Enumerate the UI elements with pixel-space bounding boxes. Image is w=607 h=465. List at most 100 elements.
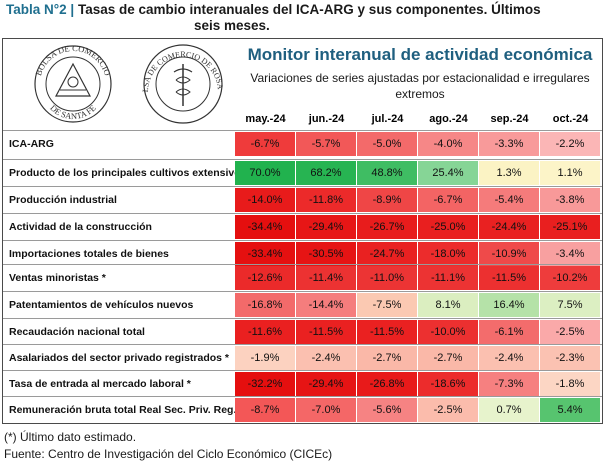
value-cell: -1.8%	[540, 372, 600, 396]
indicator-label: Recaudación nacional total	[9, 326, 145, 338]
table-row: Producción industrial -14.0% -11.8% -8.9% -6…	[3, 186, 602, 212]
value-cell: -11.5%	[357, 320, 417, 344]
row-divider	[3, 159, 602, 160]
value-cell: -3.4%	[540, 242, 600, 266]
value-cell: -25.1%	[540, 215, 600, 239]
value-cell: 0.7%	[479, 398, 539, 422]
row-divider	[3, 396, 602, 397]
value-cell: -4.0%	[418, 132, 478, 156]
value-cell: -24.7%	[357, 242, 417, 266]
value-cell: 48.8%	[357, 161, 417, 185]
value-cell: -8.7%	[235, 398, 295, 422]
value-cell: -11.4%	[296, 266, 356, 290]
santa-fe-seal-top-text: BOLSA DE COMERCIO	[33, 44, 113, 77]
monitor-subtitle-line1: Variaciones de series ajustadas por esta…	[250, 71, 590, 85]
indicator-label: Tasa de entrada al mercado laboral *	[9, 378, 191, 390]
month-header: jun.-24	[308, 113, 345, 125]
value-cell: -7.0%	[296, 398, 356, 422]
value-cell: -29.4%	[296, 372, 356, 396]
value-cell: -5.6%	[357, 398, 417, 422]
value-cell: -29.4%	[296, 215, 356, 239]
value-cell: -5.7%	[296, 132, 356, 156]
table-row: Patentamientos de vehículos nuevos -16.8%…	[3, 291, 602, 317]
value-cell: -11.6%	[235, 320, 295, 344]
source-note: Fuente: Centro de Investigación del Cicl…	[4, 447, 333, 461]
table-row: Tasa de entrada al mercado laboral * -32.…	[3, 370, 602, 396]
indicator-label: Importaciones totales de bienes	[9, 248, 169, 260]
value-cell: -2.3%	[540, 346, 600, 370]
indicator-label: Actividad de la construcción	[9, 221, 152, 233]
santa-fe-seal-logo: BOLSA DE COMERCIO DE SANTA FE	[33, 44, 113, 123]
value-cell: -34.4%	[235, 215, 295, 239]
value-cell: -6.7%	[235, 132, 295, 156]
value-cell: -2.7%	[418, 346, 478, 370]
monitor-title: Monitor interanual de actividad económic…	[247, 45, 593, 64]
value-cell: -11.0%	[357, 266, 417, 290]
value-cell: -10.2%	[540, 266, 600, 290]
row-divider	[3, 318, 602, 319]
value-cell: -7.3%	[479, 372, 539, 396]
row-divider	[3, 186, 602, 187]
value-cell: -2.5%	[540, 320, 600, 344]
indicator-label: Asalariados del sector privado registrad…	[9, 352, 229, 364]
table-row: Ventas minoristas * -12.6% -11.4% -11.0% -11…	[3, 264, 602, 290]
row-divider	[3, 264, 602, 265]
table-title-line2: seis meses.	[194, 18, 270, 33]
value-cell: -12.6%	[235, 266, 295, 290]
table-row: ICA-ARG -6.7% -5.7% -5.0% -4.0% -3.3% -2.2%	[3, 130, 602, 156]
value-cell: -14.0%	[235, 188, 295, 212]
monitor-subtitle: Variaciones de series ajustadas por esta…	[240, 70, 600, 102]
value-cell: 16.4%	[479, 293, 539, 317]
footnote: (*) Último dato estimado.	[4, 430, 137, 444]
value-cell: -24.4%	[479, 215, 539, 239]
table-row: Producto de los principales cultivos ext…	[3, 159, 602, 185]
value-cell: -8.9%	[357, 188, 417, 212]
value-cell: -3.8%	[540, 188, 600, 212]
value-cell: -3.3%	[479, 132, 539, 156]
row-divider	[3, 370, 602, 371]
value-cell: -10.0%	[418, 320, 478, 344]
table-row: Asalariados del sector privado registrad…	[3, 344, 602, 370]
value-cell: -33.4%	[235, 242, 295, 266]
value-cell: -32.2%	[235, 372, 295, 396]
month-header: sep.-24	[490, 113, 529, 125]
value-cell: -2.5%	[418, 398, 478, 422]
row-divider	[3, 291, 602, 292]
rosario-seal-logo: BOLSA DE COMERCIO DE ROSARIO	[134, 44, 225, 124]
table-title-line1: Tasas de cambio interanuales del ICA-ARG…	[77, 2, 541, 17]
month-header: jul.-24	[371, 113, 404, 125]
value-cell: -10.9%	[479, 242, 539, 266]
value-cell: 1.1%	[540, 161, 600, 185]
value-cell: -6.7%	[418, 188, 478, 212]
row-divider	[3, 240, 602, 241]
value-cell: -25.0%	[418, 215, 478, 239]
value-cell: -5.4%	[479, 188, 539, 212]
table-row: Actividad de la construcción -34.4% -29.4%…	[3, 213, 602, 239]
month-header: oct.-24	[552, 113, 589, 125]
value-cell: 8.1%	[418, 293, 478, 317]
value-cell: 1.3%	[479, 161, 539, 185]
value-cell: -18.6%	[418, 372, 478, 396]
indicator-label: Producto de los principales cultivos ext…	[9, 167, 247, 179]
row-divider	[3, 213, 602, 214]
value-cell: -11.5%	[296, 320, 356, 344]
table-row: Recaudación nacional total -11.6% -11.5% -1…	[3, 318, 602, 344]
value-cell: 70.0%	[235, 161, 295, 185]
table-number-label: Tabla N°2 |	[6, 2, 75, 17]
month-header: ago.-24	[429, 113, 468, 125]
table-row: Remuneración bruta total Real Sec. Priv.…	[3, 396, 602, 422]
value-cell: -6.1%	[479, 320, 539, 344]
table-frame	[2, 38, 603, 424]
table-title: Tabla N°2 | Tasas de cambio interanuales…	[6, 2, 604, 34]
value-cell: -2.7%	[357, 346, 417, 370]
value-cell: -11.1%	[418, 266, 478, 290]
row-divider	[3, 344, 602, 345]
indicator-label: Ventas minoristas *	[9, 272, 106, 284]
value-cell: -5.0%	[357, 132, 417, 156]
value-cell: -2.2%	[540, 132, 600, 156]
value-cell: -11.8%	[296, 188, 356, 212]
value-cell: 68.2%	[296, 161, 356, 185]
value-cell: -18.0%	[418, 242, 478, 266]
indicator-label: Patentamientos de vehículos nuevos	[9, 299, 194, 311]
value-cell: -2.4%	[479, 346, 539, 370]
